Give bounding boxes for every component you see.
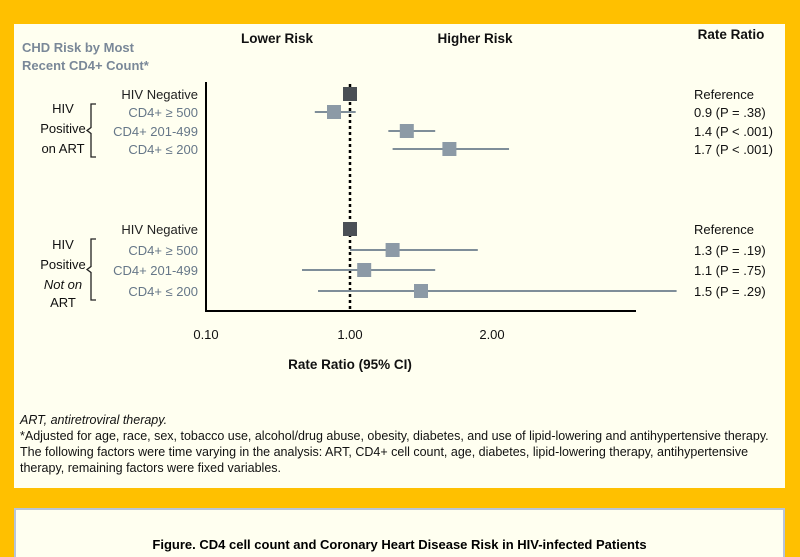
point-estimate [442, 142, 457, 156]
group-label-line: Positive [40, 257, 86, 272]
rate-ratio-value: 1.7 (P < .001) [694, 142, 773, 157]
group-label-line: Positive [40, 121, 86, 136]
point-estimate [414, 284, 428, 298]
x-axis-label: Rate Ratio (95% CI) [288, 357, 412, 372]
row-label: CD4+ 201-499 [113, 263, 198, 278]
point-estimate [343, 87, 357, 101]
group-bracket [85, 103, 96, 158]
group-label-line: HIV [52, 101, 74, 116]
point-estimate [343, 222, 357, 236]
chart-subtitle-line-2: Recent CD4+ Count* [22, 58, 150, 73]
group-label-line: HIV [52, 237, 74, 252]
point-estimate [385, 243, 400, 257]
figure-caption: Figure. CD4 cell count and Coronary Hear… [152, 537, 647, 552]
row-label: HIV Negative [121, 222, 198, 237]
chart-subtitle-line-1: CHD Risk by Most [22, 40, 135, 55]
point-estimate [327, 105, 341, 119]
header-higher-risk: Higher Risk [437, 31, 513, 46]
rate-ratio-value: Reference [694, 87, 754, 102]
x-tick-label: 1.00 [337, 327, 362, 342]
footnote-adjustment: *Adjusted for age, race, sex, tobacco us… [20, 429, 769, 475]
group-label-line: ART [50, 295, 76, 310]
header-rate-ratio: Rate Ratio [698, 27, 765, 42]
forest-plot: CHD Risk by Most Recent CD4+ Count* Lower … [22, 27, 773, 372]
rate-ratio-value: 1.4 (P < .001) [694, 124, 773, 139]
row-label: CD4+ ≤ 200 [128, 142, 198, 157]
row-label: CD4+ ≥ 500 [128, 105, 198, 120]
row-label: CD4+ ≥ 500 [128, 243, 198, 258]
rate-ratio-value: 1.1 (P = .75) [694, 263, 766, 278]
x-tick-label: 0.10 [193, 327, 218, 342]
group-label-line: on ART [41, 141, 84, 156]
footnote-abbreviation: ART, antiretroviral therapy. [20, 413, 168, 427]
group-label-line: Not on [44, 277, 82, 292]
row-label: CD4+ ≤ 200 [128, 284, 198, 299]
rate-ratio-value: 1.5 (P = .29) [694, 284, 766, 299]
point-estimate [357, 263, 372, 277]
row-label: HIV Negative [121, 87, 198, 102]
row-label: CD4+ 201-499 [113, 124, 198, 139]
rate-ratio-value: Reference [694, 222, 754, 237]
rate-ratio-value: 1.3 (P = .19) [694, 243, 766, 258]
point-estimate [399, 124, 414, 138]
x-tick-label: 2.00 [479, 327, 504, 342]
group-bracket [85, 238, 96, 301]
caption-box: Figure. CD4 cell count and Coronary Hear… [14, 508, 785, 557]
rate-ratio-value: 0.9 (P = .38) [694, 105, 766, 120]
header-lower-risk: Lower Risk [241, 31, 314, 46]
